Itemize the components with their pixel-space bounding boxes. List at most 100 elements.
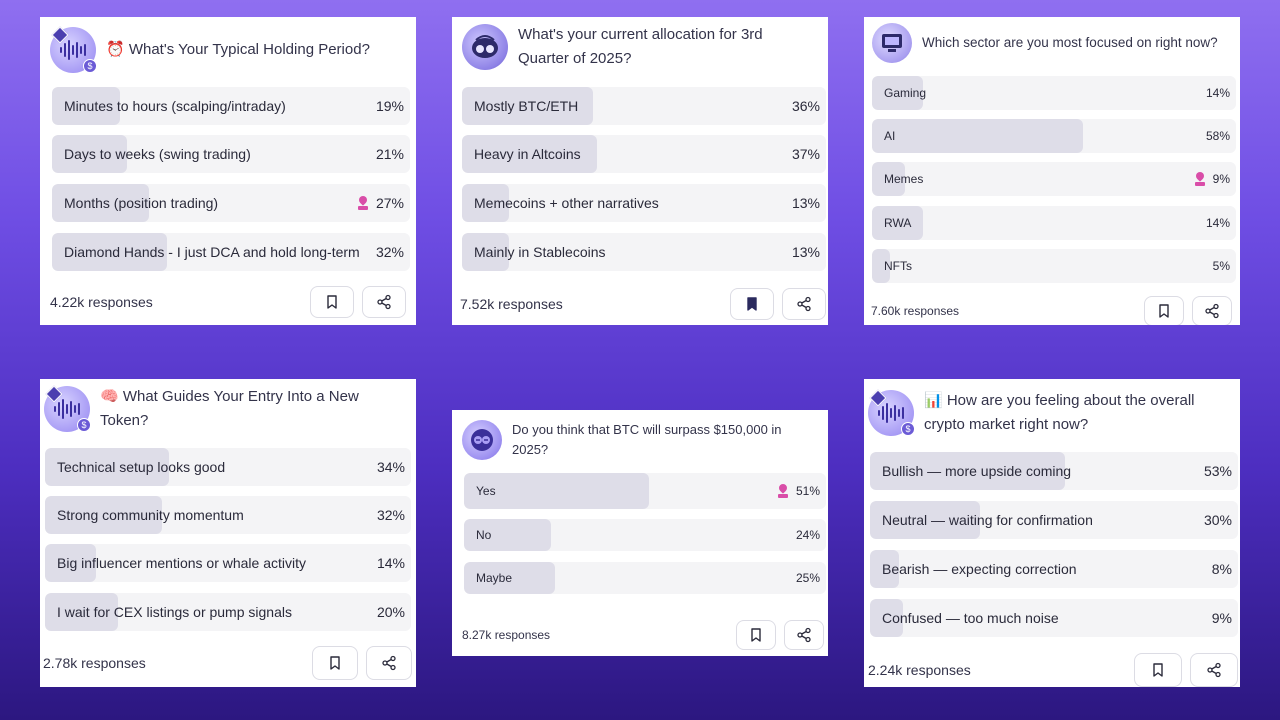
poll-option-label: Strong community momentum <box>57 507 244 523</box>
poll-option-fill <box>872 162 905 196</box>
bookmark-icon <box>1159 304 1169 318</box>
poll-option[interactable]: Maybe 25% <box>464 562 826 594</box>
poll-option-label: Gaming <box>884 86 927 100</box>
poll-option-fill <box>52 233 167 271</box>
response-count: 2.24k responses <box>868 662 971 678</box>
poll-option[interactable]: Bullish — more upside coming 53% <box>870 452 1238 490</box>
poll-option-percent: 27% <box>375 195 404 211</box>
poll-option-fill <box>870 501 981 539</box>
response-count: 4.22k responses <box>50 294 153 310</box>
share-button[interactable] <box>784 620 824 650</box>
poll-option-fill <box>462 87 594 125</box>
poll-option[interactable]: Big influencer mentions or whale activit… <box>45 544 411 582</box>
poll-option[interactable]: Bearish — expecting correction 8% <box>870 550 1238 588</box>
poll-option[interactable]: Memecoins + other narratives 13% <box>462 184 826 222</box>
poll-option-percent: 8% <box>1211 561 1232 577</box>
bookmark-button[interactable] <box>730 288 774 320</box>
share-icon <box>797 627 811 643</box>
vote-hand-icon <box>1194 172 1205 186</box>
response-count: 8.27k responses <box>462 628 551 642</box>
waveform-avatar-icon: $ <box>44 385 91 432</box>
share-button[interactable] <box>366 646 412 680</box>
bookmark-button[interactable] <box>310 286 354 318</box>
poll-option-fill <box>45 544 97 582</box>
share-icon <box>377 294 391 310</box>
waveform-avatar-icon: $ <box>50 26 97 73</box>
poll-option-fill <box>45 593 119 631</box>
poll-option[interactable]: Heavy in Altcoins 37% <box>462 135 826 173</box>
poll-option-label: Months (position trading) <box>64 195 219 211</box>
poll-option-fill <box>462 135 597 173</box>
poll-option[interactable]: Strong community momentum 32% <box>45 496 411 534</box>
poll-card-sector: Which sector are you most focused on rig… <box>864 17 1240 325</box>
poll-question: 🧠 What Guides Your Entry Into a New Toke… <box>100 388 359 429</box>
vote-hand-icon <box>777 484 788 498</box>
poll-option[interactable]: Memes 9% <box>872 162 1236 196</box>
bookmark-button[interactable] <box>736 620 776 650</box>
vote-hand-icon <box>357 196 368 210</box>
poll-option[interactable]: I wait for CEX listings or pump signals … <box>45 593 411 631</box>
poll-option-percent: 24% <box>795 528 820 542</box>
poll-option-fill <box>872 119 1084 153</box>
coin-avatar-icon <box>462 420 502 460</box>
poll-question: Which sector are you most focused on rig… <box>922 35 1218 50</box>
poll-option[interactable]: Mostly BTC/ETH 36% <box>462 87 826 125</box>
share-button[interactable] <box>1190 653 1238 687</box>
poll-option-fill <box>872 76 923 110</box>
poll-option-label: Memecoins + other narratives <box>474 195 659 211</box>
poll-option[interactable]: NFTs 5% <box>872 249 1236 283</box>
share-icon <box>1205 303 1219 319</box>
poll-option-percent: 21% <box>375 146 404 162</box>
poll-option[interactable]: No 24% <box>464 519 826 551</box>
poll-option[interactable]: Mainly in Stablecoins 13% <box>462 233 826 271</box>
poll-option[interactable]: Gaming 14% <box>872 76 1236 110</box>
poll-option-percent: 53% <box>1203 463 1232 479</box>
poll-option[interactable]: AI 58% <box>872 119 1236 153</box>
poll-option-percent: 32% <box>375 244 404 260</box>
poll-option-percent: 5% <box>1212 259 1230 273</box>
poll-card-holding-period: $ ⏰ What's Your Typical Holding Period? … <box>40 17 416 325</box>
poll-option-label: Neutral — waiting for confirmation <box>882 512 1093 528</box>
share-button[interactable] <box>362 286 406 318</box>
poll-option-label: Days to weeks (swing trading) <box>64 146 251 162</box>
share-button[interactable] <box>782 288 826 320</box>
poll-option-label: NFTs <box>884 259 912 273</box>
poll-option[interactable]: Technical setup looks good 34% <box>45 448 411 486</box>
poll-option-percent: 25% <box>795 571 820 585</box>
poll-option-percent: 30% <box>1203 512 1232 528</box>
poll-option-percent: 34% <box>376 459 405 475</box>
poll-option[interactable]: Months (position trading) 27% <box>52 184 410 222</box>
share-button[interactable] <box>1192 296 1232 325</box>
bookmark-icon <box>327 295 337 309</box>
poll-option[interactable]: RWA 14% <box>872 206 1236 240</box>
poll-question: Do you think that BTC will surpass $150,… <box>512 422 782 457</box>
poll-option[interactable]: Confused — too much noise 9% <box>870 599 1238 637</box>
poll-option-fill <box>52 87 121 125</box>
bookmark-icon <box>330 656 340 670</box>
bookmark-button[interactable] <box>312 646 358 680</box>
poll-option-label: No <box>476 528 492 542</box>
poll-card-btc-target: Do you think that BTC will surpass $150,… <box>452 410 828 656</box>
poll-option[interactable]: Neutral — waiting for confirmation 30% <box>870 501 1238 539</box>
poll-option[interactable]: Yes 51% <box>464 473 826 509</box>
poll-option[interactable]: Days to weeks (swing trading) 21% <box>52 135 410 173</box>
bookmark-button[interactable] <box>1134 653 1182 687</box>
poll-option-label: Bullish — more upside coming <box>882 463 1072 479</box>
poll-option-label: Confused — too much noise <box>882 610 1059 626</box>
poll-option-fill <box>45 448 170 486</box>
bookmark-button[interactable] <box>1144 296 1184 325</box>
poll-option[interactable]: Minutes to hours (scalping/intraday) 19% <box>52 87 410 125</box>
poll-option-fill <box>464 473 649 509</box>
poll-option-label: Big influencer mentions or whale activit… <box>57 555 307 571</box>
poll-card-entry-guide: $ 🧠 What Guides Your Entry Into a New To… <box>40 379 416 687</box>
share-icon <box>797 296 811 312</box>
poll-option-label: Technical setup looks good <box>57 459 226 475</box>
poll-option-fill <box>52 184 149 222</box>
poll-option-percent: 14% <box>376 555 405 571</box>
poll-option-fill <box>870 452 1066 490</box>
poll-card-market-sentiment: $ 📊 How are you feeling about the overal… <box>864 379 1240 687</box>
poll-option-label: Minutes to hours (scalping/intraday) <box>64 98 286 114</box>
poll-option[interactable]: Diamond Hands - I just DCA and hold long… <box>52 233 410 271</box>
poll-question: What's your current allocation for 3rd Q… <box>518 26 763 67</box>
poll-option-fill <box>872 249 891 283</box>
